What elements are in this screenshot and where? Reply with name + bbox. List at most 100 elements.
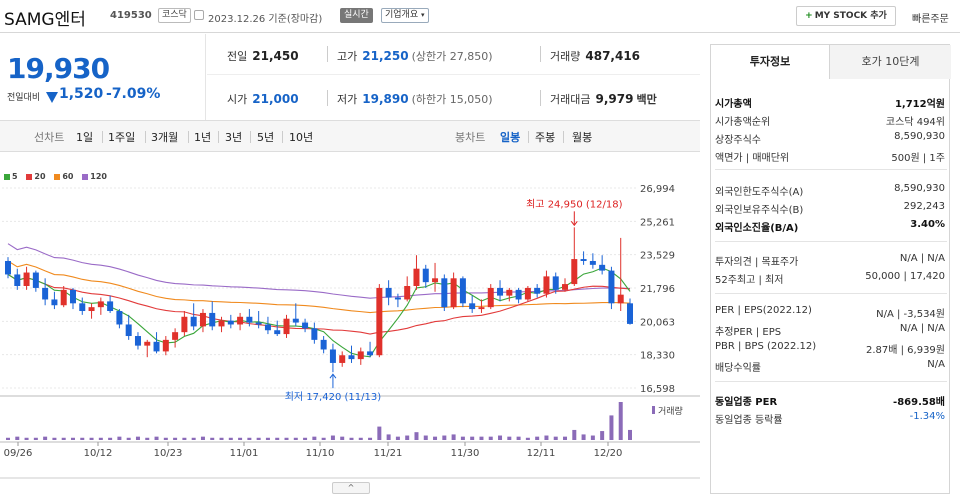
company-overview-dropdown[interactable]: 기업개요 ▾ [381,8,429,23]
legend-ma120: 120 [82,172,107,181]
period-1w[interactable]: 1주일 [108,131,136,144]
volume-bar [433,436,438,440]
quick-order-link[interactable]: 빠른주문 [912,14,949,25]
amount-label: 거래대금 [550,93,591,106]
volume-bar [395,436,400,440]
candle-body [329,349,336,363]
period-3m[interactable]: 3개월 [151,131,179,144]
candle-body [320,339,327,350]
volume-legend-swatch [652,406,655,414]
collapse-toggle-button[interactable]: ^ [332,482,370,494]
candle-body [459,278,466,304]
info-row: 상장주식수 8,590,930 [715,129,945,147]
high-price: 고가 21,250 (상한가 27,850) [337,48,493,64]
period-3y[interactable]: 3년 [225,131,243,144]
volume-bar [256,437,261,440]
info-row-value: 50,000 | 17,420 [865,271,945,282]
candle-body [534,287,541,294]
prev-close-label: 전일 [227,50,248,63]
candle-body [292,318,299,323]
x-tick-label: 09/26 [4,448,33,459]
info-row-key: 외국인한도주식수(A) [715,187,804,198]
volume-bar [228,437,233,440]
candle-weekly[interactable]: 주봉 [535,131,556,144]
legend-ma5: 5 [4,172,18,181]
info-row-key: 투자의견 | 목표주가 [715,257,799,268]
candle-body [413,268,420,286]
line-chart-label: 선차트 [34,131,65,144]
x-tick-label: 11/01 [230,448,259,459]
info-row: 투자의견 | 목표주가 N/A | N/A [715,251,945,269]
amount-value: 9,979 [595,92,634,106]
candle-body [376,287,383,356]
volume-bar [293,437,298,440]
clock-icon [194,10,204,20]
candlestick-chart[interactable]: 26,994 25,261 23,529 21,796 20,063 18,330 16,5… [0,152,700,497]
price-box: 19,930 전일대비 1,520 -7.09% [0,34,206,120]
low-label: 저가 [337,93,358,106]
volume-bar [479,436,484,440]
period-1y[interactable]: 1년 [194,131,212,144]
chevron-down-icon: ▾ [421,11,425,19]
volume-bar [423,435,428,440]
info-row-value: N/A [927,359,945,370]
tab-investment-info[interactable]: 투자정보 [711,45,830,79]
lower-limit: (하한가 15,050) [411,93,493,106]
info-row-value: N/A | -3,534원 [876,309,945,320]
volume-bar [275,437,280,440]
candle-body [190,316,197,327]
period-bar: 선차트 1일 1주일 3개월 1년 3년 5년 10년 봉차트 일봉 주봉 월봉 [0,120,700,152]
info-separator [715,381,947,382]
x-tick-label: 12/20 [594,448,623,459]
period-1d[interactable]: 1일 [76,131,94,144]
my-stock-add-button[interactable]: + MY STOCK 추가 [796,6,896,26]
info-row-key: 시가총액 [715,99,752,110]
candle-body [552,276,559,290]
info-row-value: N/A | N/A [899,253,945,264]
volume-bar [442,435,447,440]
candle-monthly[interactable]: 월봉 [572,131,593,144]
prev-close-value: 21,450 [252,49,299,63]
info-row-key: 액면가 | 매매단위 [715,153,790,164]
candle-body [51,299,58,306]
candle-body [589,260,596,265]
quote-summary: 전일 21,450 고가 21,250 (상한가 27,850) 거래량 487,416… [207,34,700,120]
candle-body [450,278,457,308]
legend-ma60-label: 60 [62,172,74,181]
legend-ma60: 60 [54,172,73,181]
candle-body [32,272,39,288]
info-row: 52주최고 | 최저 50,000 | 17,420 [715,269,945,287]
candle-daily[interactable]: 일봉 [500,131,521,144]
company-overview-label: 기업개요 [385,10,419,20]
volume-bar [609,415,614,440]
volume-bar [618,402,623,440]
info-row: 시가총액 1,712억원 [715,93,945,111]
candle-body [515,289,522,300]
high-annotation: 최고 24,950 (12/18) [526,198,622,210]
volume-label: 거래량 [550,50,581,63]
tab-order-book[interactable]: 호가 10단계 [830,45,951,79]
upper-limit: (상한가 27,850) [411,50,493,63]
candle-body [506,289,513,296]
volume-bar [284,437,289,440]
candle-body [237,316,244,325]
candle-body [199,312,206,327]
x-tick-label: 11/21 [374,448,403,459]
volume-bar [15,436,20,440]
volume-bar [581,434,586,440]
live-button[interactable]: 실시간 [340,8,373,23]
info-row-key: 동일업종 PER [715,397,778,408]
period-5y[interactable]: 5년 [257,131,275,144]
info-row: 추정PER | EPS N/A | N/A [715,321,945,339]
legend-swatch [82,173,89,180]
volume-bar [117,436,122,440]
volume-bar [61,437,66,440]
volume-bar [460,436,465,440]
trade-amount: 거래대금 9,979 백만 [550,91,657,107]
info-row: 외국인보유주식수(B) 292,243 [715,199,945,217]
volume-bar [210,437,215,440]
info-row-key: 52주최고 | 최저 [715,275,784,286]
period-10y[interactable]: 10년 [289,131,314,144]
volume-bar [238,437,243,440]
volume-bar [535,436,540,440]
